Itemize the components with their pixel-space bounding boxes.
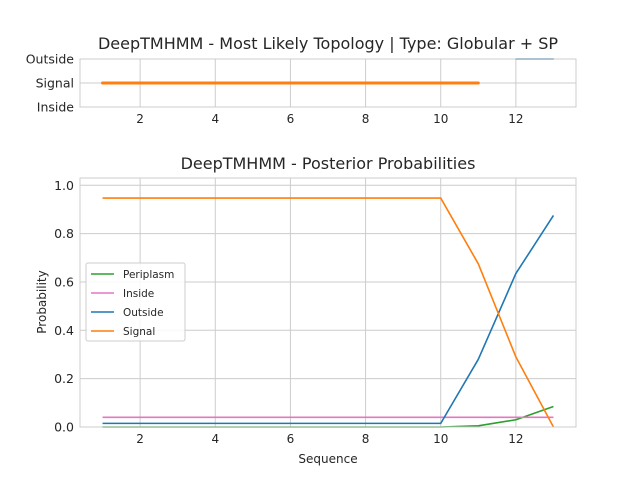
topology-plot-frame xyxy=(79,58,577,108)
posterior-y-tick-label: 0.6 xyxy=(54,274,74,289)
posterior-plot-frame xyxy=(79,177,577,428)
posterior-x-tick-label: 12 xyxy=(508,432,523,446)
legend-label-outside: Outside xyxy=(123,307,164,319)
legend-label-inside: Inside xyxy=(123,288,154,300)
topology-x-tick-label: 10 xyxy=(433,112,448,126)
topology-x-tick-label: 12 xyxy=(508,112,523,126)
topology-y-tick-label-signal: Signal xyxy=(36,76,74,91)
posterior-y-tick-labels: 0.0 0.2 0.4 0.6 0.8 1.0 xyxy=(54,178,74,435)
posterior-y-tick-label: 0.2 xyxy=(54,371,74,386)
posterior-x-tick-label: 8 xyxy=(362,432,370,446)
topology-chart: DeepTMHMM - Most Likely Topology | Type:… xyxy=(26,34,577,126)
legend-label-periplasm: Periplasm xyxy=(123,269,174,281)
topology-y-tick-label-inside: Inside xyxy=(37,100,75,115)
posterior-x-tick-label: 6 xyxy=(287,432,295,446)
posterior-x-tick-label: 2 xyxy=(136,432,144,446)
posterior-y-tick-label: 0.0 xyxy=(54,420,74,435)
posterior-chart-title: DeepTMHMM - Posterior Probabilities xyxy=(181,154,476,173)
topology-x-tick-labels: 2 4 6 8 10 12 xyxy=(136,112,523,126)
posterior-y-tick-label: 0.4 xyxy=(54,323,74,338)
posterior-y-axis-label: Probability xyxy=(35,270,49,333)
series-line-outside xyxy=(102,215,555,425)
topology-x-tick-label: 4 xyxy=(211,112,219,126)
posterior-chart: DeepTMHMM - Posterior Probabilities 0.00… xyxy=(35,154,577,466)
posterior-y-tick-label: 1.0 xyxy=(54,178,74,193)
posterior-legend: Periplasm Inside Outside Signal xyxy=(85,262,186,342)
posterior-x-tick-label: 10 xyxy=(433,432,448,446)
topology-x-tick-label: 6 xyxy=(287,112,295,126)
topology-x-tick-label: 8 xyxy=(362,112,370,126)
posterior-x-tick-label: 4 xyxy=(211,432,219,446)
topology-chart-title: DeepTMHMM - Most Likely Topology | Type:… xyxy=(98,34,558,53)
topology-y-tick-label-outside: Outside xyxy=(26,52,75,67)
series-line-signal xyxy=(102,197,555,428)
legend-label-signal: Signal xyxy=(123,326,155,338)
posterior-y-tick-label: 0.8 xyxy=(54,226,74,241)
posterior-x-tick-labels: 2 4 6 8 10 12 xyxy=(136,432,523,446)
topology-x-tick-label: 2 xyxy=(136,112,144,126)
posterior-x-axis-label: Sequence xyxy=(298,452,357,466)
topology-y-tick-labels: Inside Signal Outside xyxy=(26,52,75,115)
legend-box xyxy=(85,262,186,342)
